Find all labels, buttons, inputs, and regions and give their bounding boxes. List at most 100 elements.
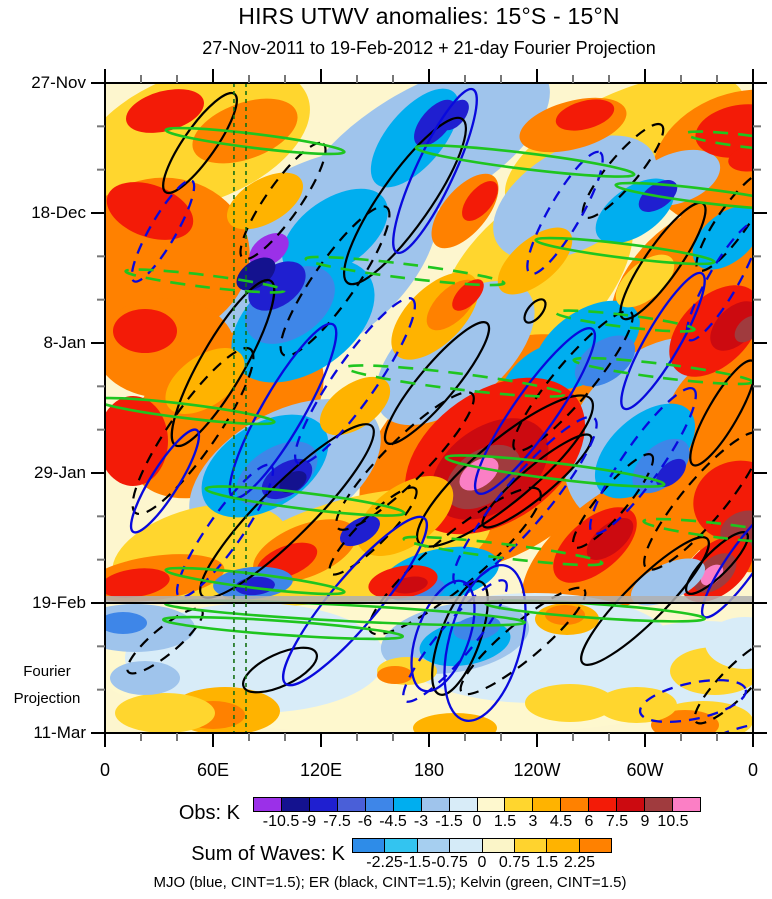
mjo_solid-contour bbox=[410, 579, 476, 693]
waves-colorbar-cells bbox=[352, 838, 612, 853]
anomaly-blob bbox=[105, 568, 170, 598]
obs-colorbar-tick-label: -6 bbox=[357, 813, 373, 830]
anomaly-blob bbox=[165, 348, 245, 414]
waves-colorbar-label: Sum of Waves: K bbox=[191, 843, 345, 865]
obs-colorbar-cell bbox=[364, 798, 393, 811]
er_solid-contour bbox=[481, 433, 593, 529]
anomaly-field bbox=[105, 83, 753, 733]
x-tick-label: 120E bbox=[299, 760, 343, 780]
obs-colorbar-tick-label: -4.5 bbox=[379, 813, 407, 830]
er_solid-contour bbox=[580, 536, 710, 666]
anomaly-blob bbox=[113, 309, 177, 353]
x-tick-label: 120W bbox=[513, 760, 561, 780]
anomaly-blob bbox=[236, 257, 276, 291]
y-tick-label: 18-Dec bbox=[31, 203, 86, 222]
kelvin_dashed-contour bbox=[684, 130, 753, 152]
anomaly-blob bbox=[692, 206, 753, 270]
anomaly-blob bbox=[441, 99, 469, 131]
anomaly-blob bbox=[453, 615, 501, 641]
er_dashed-contour bbox=[512, 309, 634, 453]
waves-colorbar-cell bbox=[546, 839, 579, 852]
obs-colorbar-cell bbox=[280, 798, 309, 811]
anomaly-blob bbox=[105, 612, 147, 634]
figure-subtitle: 27-Nov-2011 to 19-Feb-2012 + 21-day Four… bbox=[202, 38, 656, 58]
obs-colorbar-tick-label: -7.5 bbox=[323, 813, 351, 830]
er_solid-contour bbox=[431, 580, 489, 696]
anomaly-blob bbox=[594, 403, 696, 499]
kelvin_solid-contour bbox=[105, 396, 276, 426]
anomaly-blob bbox=[693, 460, 753, 542]
kelvin_dashed-contour bbox=[304, 255, 506, 287]
anomaly-blob bbox=[728, 144, 753, 172]
obs-colorbar-tick-label: 3 bbox=[528, 813, 538, 830]
anomaly-blob bbox=[734, 315, 753, 343]
er_solid-contour bbox=[170, 278, 276, 448]
mjo_solid-contour bbox=[443, 564, 527, 722]
obs-colorbar-tick-label: 7.5 bbox=[605, 813, 629, 830]
anomaly-blob bbox=[705, 617, 753, 669]
y-tick-label: 27-Nov bbox=[31, 73, 86, 92]
mjo_solid-contour bbox=[620, 271, 706, 411]
waves-colorbar-cell bbox=[353, 839, 385, 852]
anomaly-blob bbox=[525, 684, 615, 722]
obs-colorbar-cell bbox=[504, 798, 533, 811]
mjo_dashed-contour bbox=[130, 179, 196, 283]
er_dashed-contour bbox=[279, 205, 391, 357]
mjo_dashed-contour bbox=[452, 415, 598, 587]
kelvin_solid-contour bbox=[414, 144, 636, 178]
anomaly-blob bbox=[375, 280, 535, 426]
er_solid-contour bbox=[383, 321, 491, 445]
mjo_dashed-contour bbox=[175, 463, 275, 599]
y-tick-label: 29-Jan bbox=[34, 463, 86, 482]
mjo_dashed-contours bbox=[130, 150, 753, 733]
anomaly-blob bbox=[586, 518, 634, 560]
anomaly-blob bbox=[630, 558, 706, 606]
obs-colorbar-tick-label: -3 bbox=[413, 813, 429, 830]
x-tick-label: 0 bbox=[747, 760, 759, 780]
obs-colorbar-tick-label: -1.5 bbox=[435, 813, 463, 830]
mjo_solid-contour bbox=[282, 515, 428, 687]
obs-colorbar-cell bbox=[392, 798, 421, 811]
waves-colorbar-tick-label: -0.75 bbox=[431, 854, 468, 871]
anomaly-blob bbox=[452, 279, 484, 311]
axis-ticks bbox=[91, 69, 767, 747]
obs-colorbar-tick-label: 4.5 bbox=[549, 813, 573, 830]
obs-colorbar-tick-label: 1.5 bbox=[493, 813, 517, 830]
mjo_solid-contour bbox=[129, 428, 201, 534]
contour-legend: MJO (blue, CINT=1.5); ER (black, CINT=1.… bbox=[153, 874, 627, 891]
obs-colorbar-cell bbox=[420, 798, 449, 811]
mjo_dashed-contour bbox=[685, 220, 753, 342]
anomaly-blob bbox=[356, 476, 454, 556]
mjo_dashed-contour bbox=[697, 721, 753, 733]
er_dashed-contour bbox=[693, 637, 753, 725]
anomaly-blob bbox=[462, 181, 498, 221]
kelvin_solid-contour bbox=[534, 236, 716, 266]
mjo_dashed-contour bbox=[293, 297, 417, 465]
obs-colorbar-label: Obs: K bbox=[178, 802, 240, 824]
waves-colorbar-cell bbox=[449, 839, 482, 852]
anomaly-blob bbox=[192, 98, 298, 164]
kelvin_solid-contour bbox=[161, 615, 405, 641]
kelvin_solid-contour bbox=[164, 566, 346, 596]
kelvin_dashed-contour bbox=[124, 268, 286, 294]
obs-colorbar-tick-label: 0 bbox=[472, 813, 482, 830]
anomaly-blob bbox=[282, 188, 388, 278]
anomaly-blob bbox=[377, 666, 413, 684]
y-tick-label: 8-Jan bbox=[43, 333, 86, 352]
obs-colorbar-cell bbox=[448, 798, 477, 811]
anomaly-blob bbox=[105, 396, 168, 486]
obs-colorbar-cell bbox=[254, 798, 281, 811]
divider-gray-band bbox=[105, 596, 753, 602]
mjo_solid-contour bbox=[473, 327, 597, 495]
er_dashed-contour bbox=[459, 586, 587, 696]
waves-colorbar-cell bbox=[481, 839, 514, 852]
anomaly-blob bbox=[695, 104, 753, 158]
obs-colorbar-cell bbox=[336, 798, 365, 811]
obs-colorbar-tick-label: 9 bbox=[640, 813, 650, 830]
er_solid-contour bbox=[199, 423, 375, 599]
fourier-projection-label: Fourier Projection bbox=[0, 658, 94, 712]
y-tick-label: 19-Feb bbox=[32, 593, 86, 612]
anomaly-blob bbox=[126, 89, 204, 133]
anomaly-blob bbox=[115, 693, 215, 733]
hovmoller-plot bbox=[91, 69, 767, 747]
